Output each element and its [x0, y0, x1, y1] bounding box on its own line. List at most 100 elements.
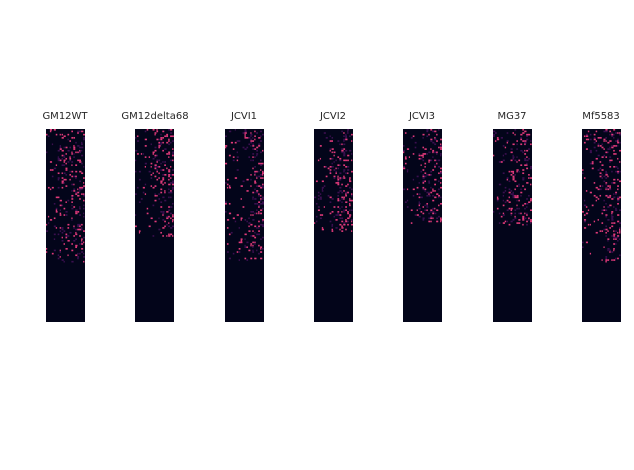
heatmap-cell [418, 193, 421, 195]
heatmap-cell [79, 252, 81, 255]
heatmap-cell [53, 129, 56, 131]
heatmap-cell [607, 238, 610, 240]
heatmap-cell [430, 191, 433, 194]
heatmap-cell [426, 174, 429, 176]
heatmap-cell [432, 169, 435, 171]
heatmap-cell [315, 180, 318, 183]
heatmap-cell [432, 151, 434, 154]
heatmap-cell [493, 154, 495, 157]
heatmap-cell [81, 223, 83, 226]
heatmap-cell [617, 157, 619, 160]
heatmap-cell [524, 130, 527, 133]
heatmap-cell [53, 225, 56, 228]
heatmap-cell [329, 172, 332, 175]
heatmap-cell [164, 220, 166, 223]
heatmap-cell [607, 259, 610, 261]
heatmap-cell [254, 198, 257, 200]
heatmap-cell [81, 238, 83, 240]
heatmap-cell [349, 186, 351, 189]
heatmap-cell [345, 193, 347, 195]
heatmap-cell [260, 212, 263, 215]
heatmap-cell [440, 172, 442, 175]
heatmap-cell [341, 206, 343, 208]
heatmap-cell [246, 241, 249, 244]
heatmap-cell [619, 228, 621, 231]
heatmap-cell [595, 186, 598, 189]
heatmap-cell [254, 148, 257, 150]
heatmap-cell [256, 190, 259, 192]
heatmap-cell [526, 198, 528, 200]
heatmap-cell [225, 146, 227, 149]
heatmap-cell [158, 165, 161, 168]
heatmap-cell [528, 201, 531, 203]
heatmap-cell [351, 188, 353, 191]
heatmap-cell [260, 140, 262, 142]
heatmap-cell [319, 214, 322, 216]
heatmap-cell [226, 243, 229, 245]
heatmap-cell [609, 165, 612, 168]
heatmap-cell [498, 212, 501, 215]
heatmap-cell [258, 230, 260, 232]
heatmap-cell [440, 217, 442, 220]
heatmap-cell [47, 215, 50, 218]
heatmap-cell [615, 140, 618, 142]
heatmap-cell [337, 191, 340, 194]
heatmap-cell [238, 248, 241, 250]
heatmap-cell [323, 132, 326, 134]
heatmap-cell [528, 148, 530, 150]
heatmap-cell [615, 207, 617, 210]
heatmap-cell [61, 236, 63, 239]
heatmap-cell [162, 235, 164, 237]
heatmap-cell [440, 177, 442, 179]
heatmap-cell [434, 151, 437, 154]
heatmap-cell [47, 222, 50, 224]
heatmap-cell [250, 132, 252, 134]
heatmap-cell [160, 211, 163, 213]
heatmap-cell [619, 227, 621, 229]
heatmap-cell [613, 178, 616, 181]
heatmap-cell [156, 170, 158, 173]
heatmap-cell [246, 178, 249, 181]
heatmap-cell [341, 220, 344, 223]
heatmap-cell [158, 159, 161, 162]
heatmap-cell [248, 249, 251, 252]
heatmap-cell [335, 170, 337, 173]
heatmap-cell [65, 146, 68, 149]
heatmap-cell [160, 141, 163, 144]
heatmap-cell [160, 182, 163, 184]
heatmap-cell [428, 161, 430, 163]
heatmap-cell [172, 182, 174, 184]
heatmap-cell [252, 137, 254, 139]
heatmap-cell [236, 169, 239, 171]
heatmap-cell [250, 138, 252, 141]
heatmap-cell [343, 209, 345, 212]
heatmap-cell [410, 137, 413, 139]
heatmap-cell [144, 193, 147, 195]
heatmap-cell [73, 188, 76, 191]
heatmap-cell [81, 251, 84, 253]
heatmap-cell [518, 212, 521, 215]
heatmap-cell [599, 172, 602, 175]
heatmap-cell [262, 202, 264, 205]
heatmap-cell [432, 217, 434, 220]
heatmap-cell [46, 251, 48, 253]
heatmap-cell [422, 156, 424, 158]
heatmap-cell [605, 214, 608, 216]
heatmap-cell [260, 159, 262, 162]
heatmap-cell [438, 172, 440, 175]
heatmap-cell [244, 246, 247, 249]
heatmap-cell [258, 193, 260, 195]
heatmap-cell [242, 180, 245, 183]
heatmap-cell [57, 254, 60, 257]
heatmap-cell [172, 151, 174, 154]
heatmap-cell [410, 209, 413, 212]
heatmap-cell [67, 254, 69, 257]
heatmap-cell [345, 185, 348, 187]
heatmap-cell [250, 223, 253, 226]
heatmap-cell [140, 198, 143, 200]
heatmap-cell [144, 138, 147, 141]
heatmap-cell [512, 172, 515, 175]
heatmap-cell [438, 146, 440, 149]
heatmap-cell [162, 219, 165, 221]
heatmap-cell [528, 217, 530, 220]
